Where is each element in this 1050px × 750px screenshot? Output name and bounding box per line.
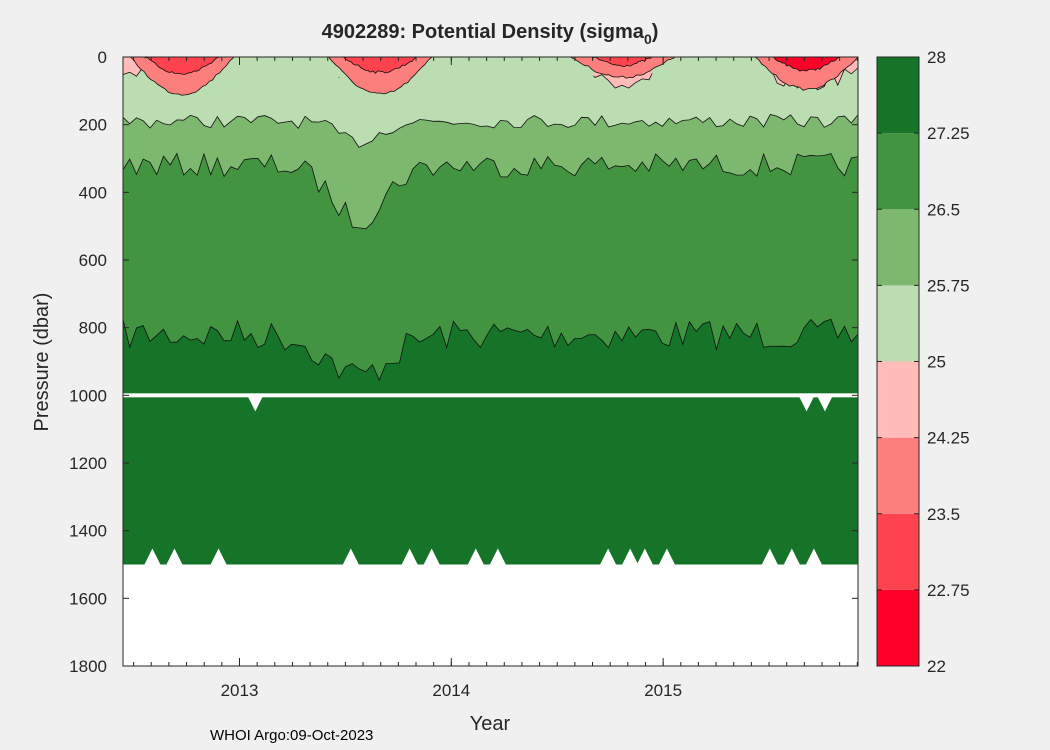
no-data-spike-2	[166, 548, 183, 565]
y-tick-label-0: 0	[98, 48, 107, 67]
chart-title: 4902289: Potential Density (sigma0)	[322, 21, 659, 47]
summer-2014-23-5	[570, 57, 675, 79]
no-data-spike-11	[636, 548, 653, 565]
layer-25-to-25-75	[123, 57, 858, 148]
no-data-spike-12	[658, 548, 675, 565]
footer-credit: WHOI Argo:09-Oct-2023	[210, 727, 374, 744]
y-tick-label-1800: 1800	[69, 657, 107, 676]
cool-surface-patch-2	[387, 57, 594, 78]
colorbar-label-25.75: 25.75	[927, 276, 970, 295]
y-tick-label-800: 800	[79, 319, 107, 338]
summer-2012-23-5	[129, 57, 234, 96]
colorbar-block-27.25-28	[877, 57, 919, 134]
y-axis-label: Pressure (dbar)	[31, 293, 53, 432]
y-tick-label-200: 200	[79, 116, 107, 135]
no-data-spike-8	[489, 548, 506, 565]
y-tick-label-1400: 1400	[69, 522, 107, 541]
x-tick-label-2013: 2013	[221, 681, 259, 700]
no-data-spike-6	[423, 548, 440, 565]
data-gap-notch-2	[798, 395, 815, 412]
no-data-spike-13	[761, 548, 778, 565]
no-data-spike-9	[600, 548, 617, 565]
x-tick-label-2014: 2014	[432, 681, 470, 700]
no-data-spike-15	[805, 548, 822, 565]
x-tick-label-2015: 2015	[644, 681, 682, 700]
y-tick-label-1000: 1000	[69, 386, 107, 405]
colorbar-label-26.5: 26.5	[927, 200, 960, 219]
density-contour-layers	[123, 57, 858, 666]
summer-2013-23-5	[328, 57, 433, 95]
data-gap-band	[123, 393, 858, 398]
x-axis: 2013 2014 2015	[133, 57, 858, 700]
colorbar-block-24.25-25	[877, 361, 919, 438]
y-tick-label-400: 400	[79, 183, 107, 202]
colorbar-label-22: 22	[927, 657, 946, 676]
data-gap-notch-3	[816, 395, 833, 412]
no-data-spike-1	[144, 548, 161, 565]
y-tick-label-1600: 1600	[69, 589, 107, 608]
colorbar-label-27.25: 27.25	[927, 124, 970, 143]
x-axis-label: Year	[470, 713, 511, 735]
y-tick-label-600: 600	[79, 251, 107, 270]
colorbar-block-25-25.75	[877, 285, 919, 362]
no-data-spike-4	[342, 548, 359, 565]
colorbar-blocks	[877, 57, 919, 666]
colorbar-block-25.75-26.5	[877, 209, 919, 286]
summer-2013-22-75	[343, 57, 418, 74]
y-axis: 0 200 400 600 800 1000 1200 1400 1600 1800	[69, 48, 858, 676]
colorbar-label-22.75: 22.75	[927, 581, 970, 600]
colorbar-block-22-22.75	[877, 589, 919, 666]
y-tick-label-1200: 1200	[69, 454, 107, 473]
colorbar-block-26.5-27.25	[877, 133, 919, 210]
colorbar-label-24.25: 24.25	[927, 429, 970, 448]
colorbar-ticks: 28 27.25 26.5 25.75 25 24.25 23.5 22.75 22	[877, 48, 970, 676]
colorbar-block-23.5-24.25	[877, 437, 919, 514]
data-gap-notch-1	[247, 395, 264, 412]
summer-2012-22-75	[144, 57, 220, 75]
no-data-region	[123, 564, 858, 666]
summer-2015-23-5	[754, 57, 858, 91]
no-data-spike-10	[622, 548, 639, 565]
no-data-spike-14	[783, 548, 800, 565]
cool-surface-patch-3	[652, 57, 770, 78]
colorbar-label-23.5: 23.5	[927, 505, 960, 524]
no-data-spike-3	[210, 548, 227, 565]
summer-2014-22-75	[593, 57, 653, 68]
colorbar-label-25: 25	[927, 353, 946, 372]
plot-border	[122, 56, 859, 667]
colorbar-block-22.75-23.5	[877, 513, 919, 590]
no-data-spike-5	[401, 548, 418, 565]
summer-2015-22	[773, 57, 840, 72]
no-data-spike-7	[467, 548, 484, 565]
colorbar-label-28: 28	[927, 48, 946, 67]
colorbar: 28 27.25 26.5 25.75 25 24.25 23.5 22.75 22	[876, 48, 970, 676]
